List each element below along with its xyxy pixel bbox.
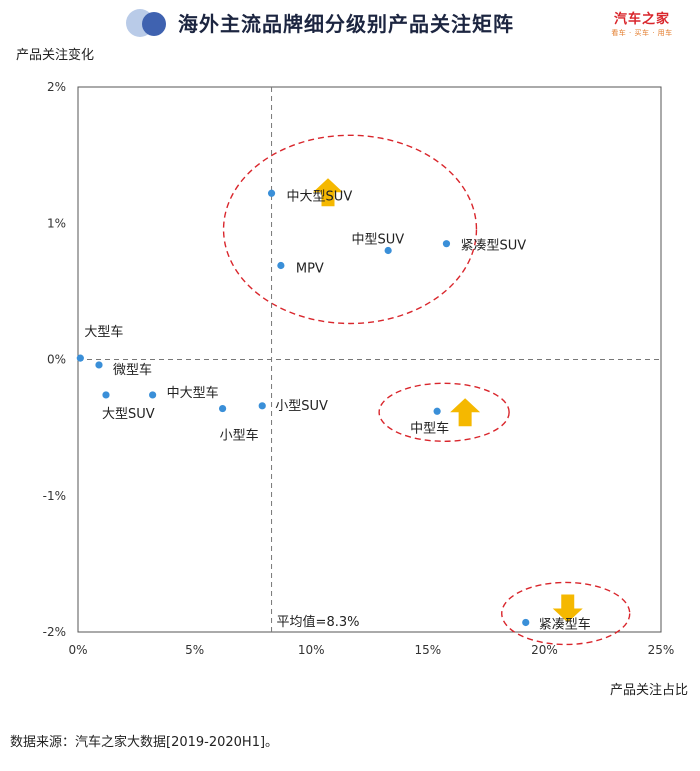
data-source-note: 数据来源：汽车之家大数据[2019-2020H1]。 — [10, 735, 279, 750]
point-label: 紧凑型车 — [539, 616, 591, 632]
point-label: 小型车 — [220, 428, 259, 444]
logo-tagline: 看车 · 买车 · 用车 — [611, 29, 673, 37]
x-tick-label: 20% — [531, 643, 558, 657]
data-point — [433, 407, 441, 415]
x-tick-label: 5% — [185, 643, 204, 657]
point-label: 大型SUV — [102, 407, 155, 422]
y-axis-label: 产品关注变化 — [16, 48, 95, 63]
y-tick-label: 1% — [47, 216, 66, 230]
point-label: MPV — [296, 261, 324, 276]
data-point — [102, 391, 110, 399]
reference-lines: 平均值=8.3% — [78, 87, 661, 632]
data-points — [76, 189, 530, 627]
logo-name: 汽车之家 — [613, 12, 670, 27]
data-point — [95, 361, 103, 369]
arrow-down-icon — [552, 594, 583, 623]
data-point — [218, 404, 227, 413]
data-point — [384, 246, 392, 255]
point-label: 大型车 — [84, 324, 123, 340]
arrow-up-icon — [450, 398, 481, 427]
brand-logo: 汽车之家 看车 · 买车 · 用车 — [602, 8, 682, 38]
data-point — [258, 402, 266, 410]
scatter-chart: 平均值=8.3% 2%1%0%-1%-2%0% 5% 10% 15% 20% 25% 大型… — [43, 80, 675, 657]
average-label: 平均值=8.3% — [277, 614, 360, 630]
highlight-ellipse — [222, 134, 478, 325]
point-label: 中大型SUV — [287, 189, 353, 204]
point-label: 中大型车 — [167, 385, 219, 401]
arrow-up-icon — [313, 178, 344, 207]
point-label: 微型车 — [113, 362, 152, 378]
header: 海外主流品牌细分级别产品关注矩阵 汽车之家 看车 · 买车 · 用车 — [0, 0, 700, 48]
y-tick-label: 0% — [47, 353, 66, 367]
data-point — [277, 261, 285, 270]
data-point — [522, 618, 530, 627]
point-label: 中型SUV — [351, 233, 404, 248]
data-point — [76, 354, 84, 362]
title-bubble-icon — [126, 9, 166, 37]
axis-ticks: 2%1%0%-1%-2%0% 5% 10% 15% 20% 25% — [43, 80, 675, 657]
x-tick-label: 15% — [414, 643, 441, 657]
highlight-ellipse — [501, 581, 631, 646]
point-label: 中型车 — [410, 420, 449, 436]
x-tick-label: 10% — [298, 643, 325, 657]
page-title: 海外主流品牌细分级别产品关注矩阵 — [178, 12, 514, 36]
x-tick-label: 25% — [648, 643, 675, 657]
y-tick-label: -2% — [43, 625, 66, 639]
point-label: 小型SUV — [275, 399, 328, 414]
point-label: 紧凑型SUV — [460, 239, 526, 254]
data-point — [267, 189, 276, 197]
x-tick-label: 0% — [68, 643, 87, 657]
data-point — [149, 391, 157, 399]
y-tick-label: 2% — [47, 80, 66, 94]
highlight-ellipses — [222, 134, 631, 646]
x-axis-label: 产品关注占比 — [609, 683, 688, 698]
trend-arrows — [313, 178, 583, 623]
data-point — [442, 240, 451, 248]
y-tick-label: -1% — [43, 489, 66, 503]
highlight-ellipse — [378, 382, 510, 442]
